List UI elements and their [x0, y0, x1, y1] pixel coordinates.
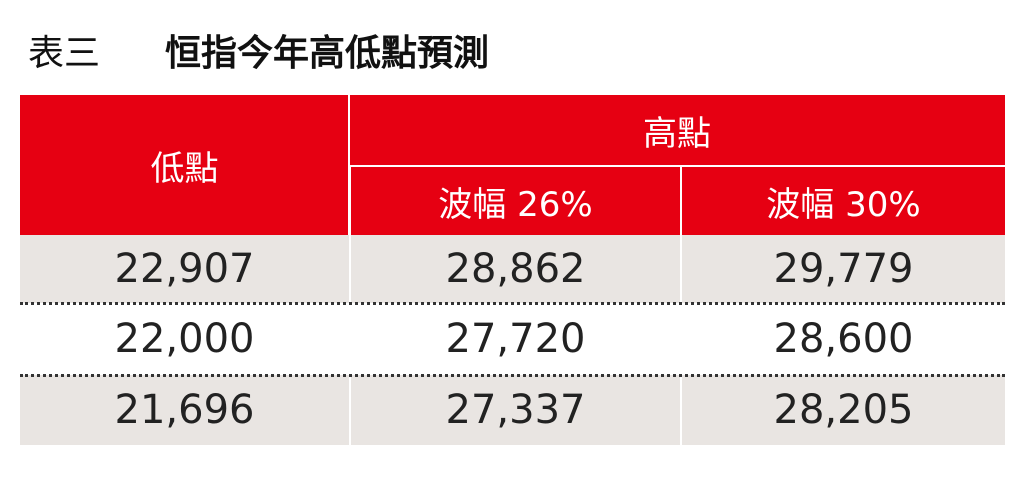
divider: [348, 95, 350, 235]
table-cell: 21,696: [20, 375, 349, 445]
table-cell: 28,862: [349, 235, 680, 303]
table-cell: 29,779: [680, 235, 1005, 303]
table-label: 表三: [28, 33, 101, 74]
table-cell: 27,720: [349, 303, 680, 375]
header-high: 高點: [349, 95, 1005, 165]
table-cell: 22,907: [20, 235, 349, 303]
table-cell: 28,600: [680, 303, 1005, 375]
table-title: 恒指今年高低點預測: [165, 33, 490, 74]
table-cell: 22,000: [114, 316, 255, 362]
row-divider: [20, 302, 1005, 305]
table-cell: 27,337: [349, 375, 680, 445]
header-low: 低點: [20, 95, 349, 235]
header-sub: 波幅 30%: [680, 165, 1005, 235]
table-cell: 28,205: [680, 375, 1005, 445]
header-sub: 波幅 26%: [349, 165, 680, 235]
row-divider: [20, 374, 1005, 377]
